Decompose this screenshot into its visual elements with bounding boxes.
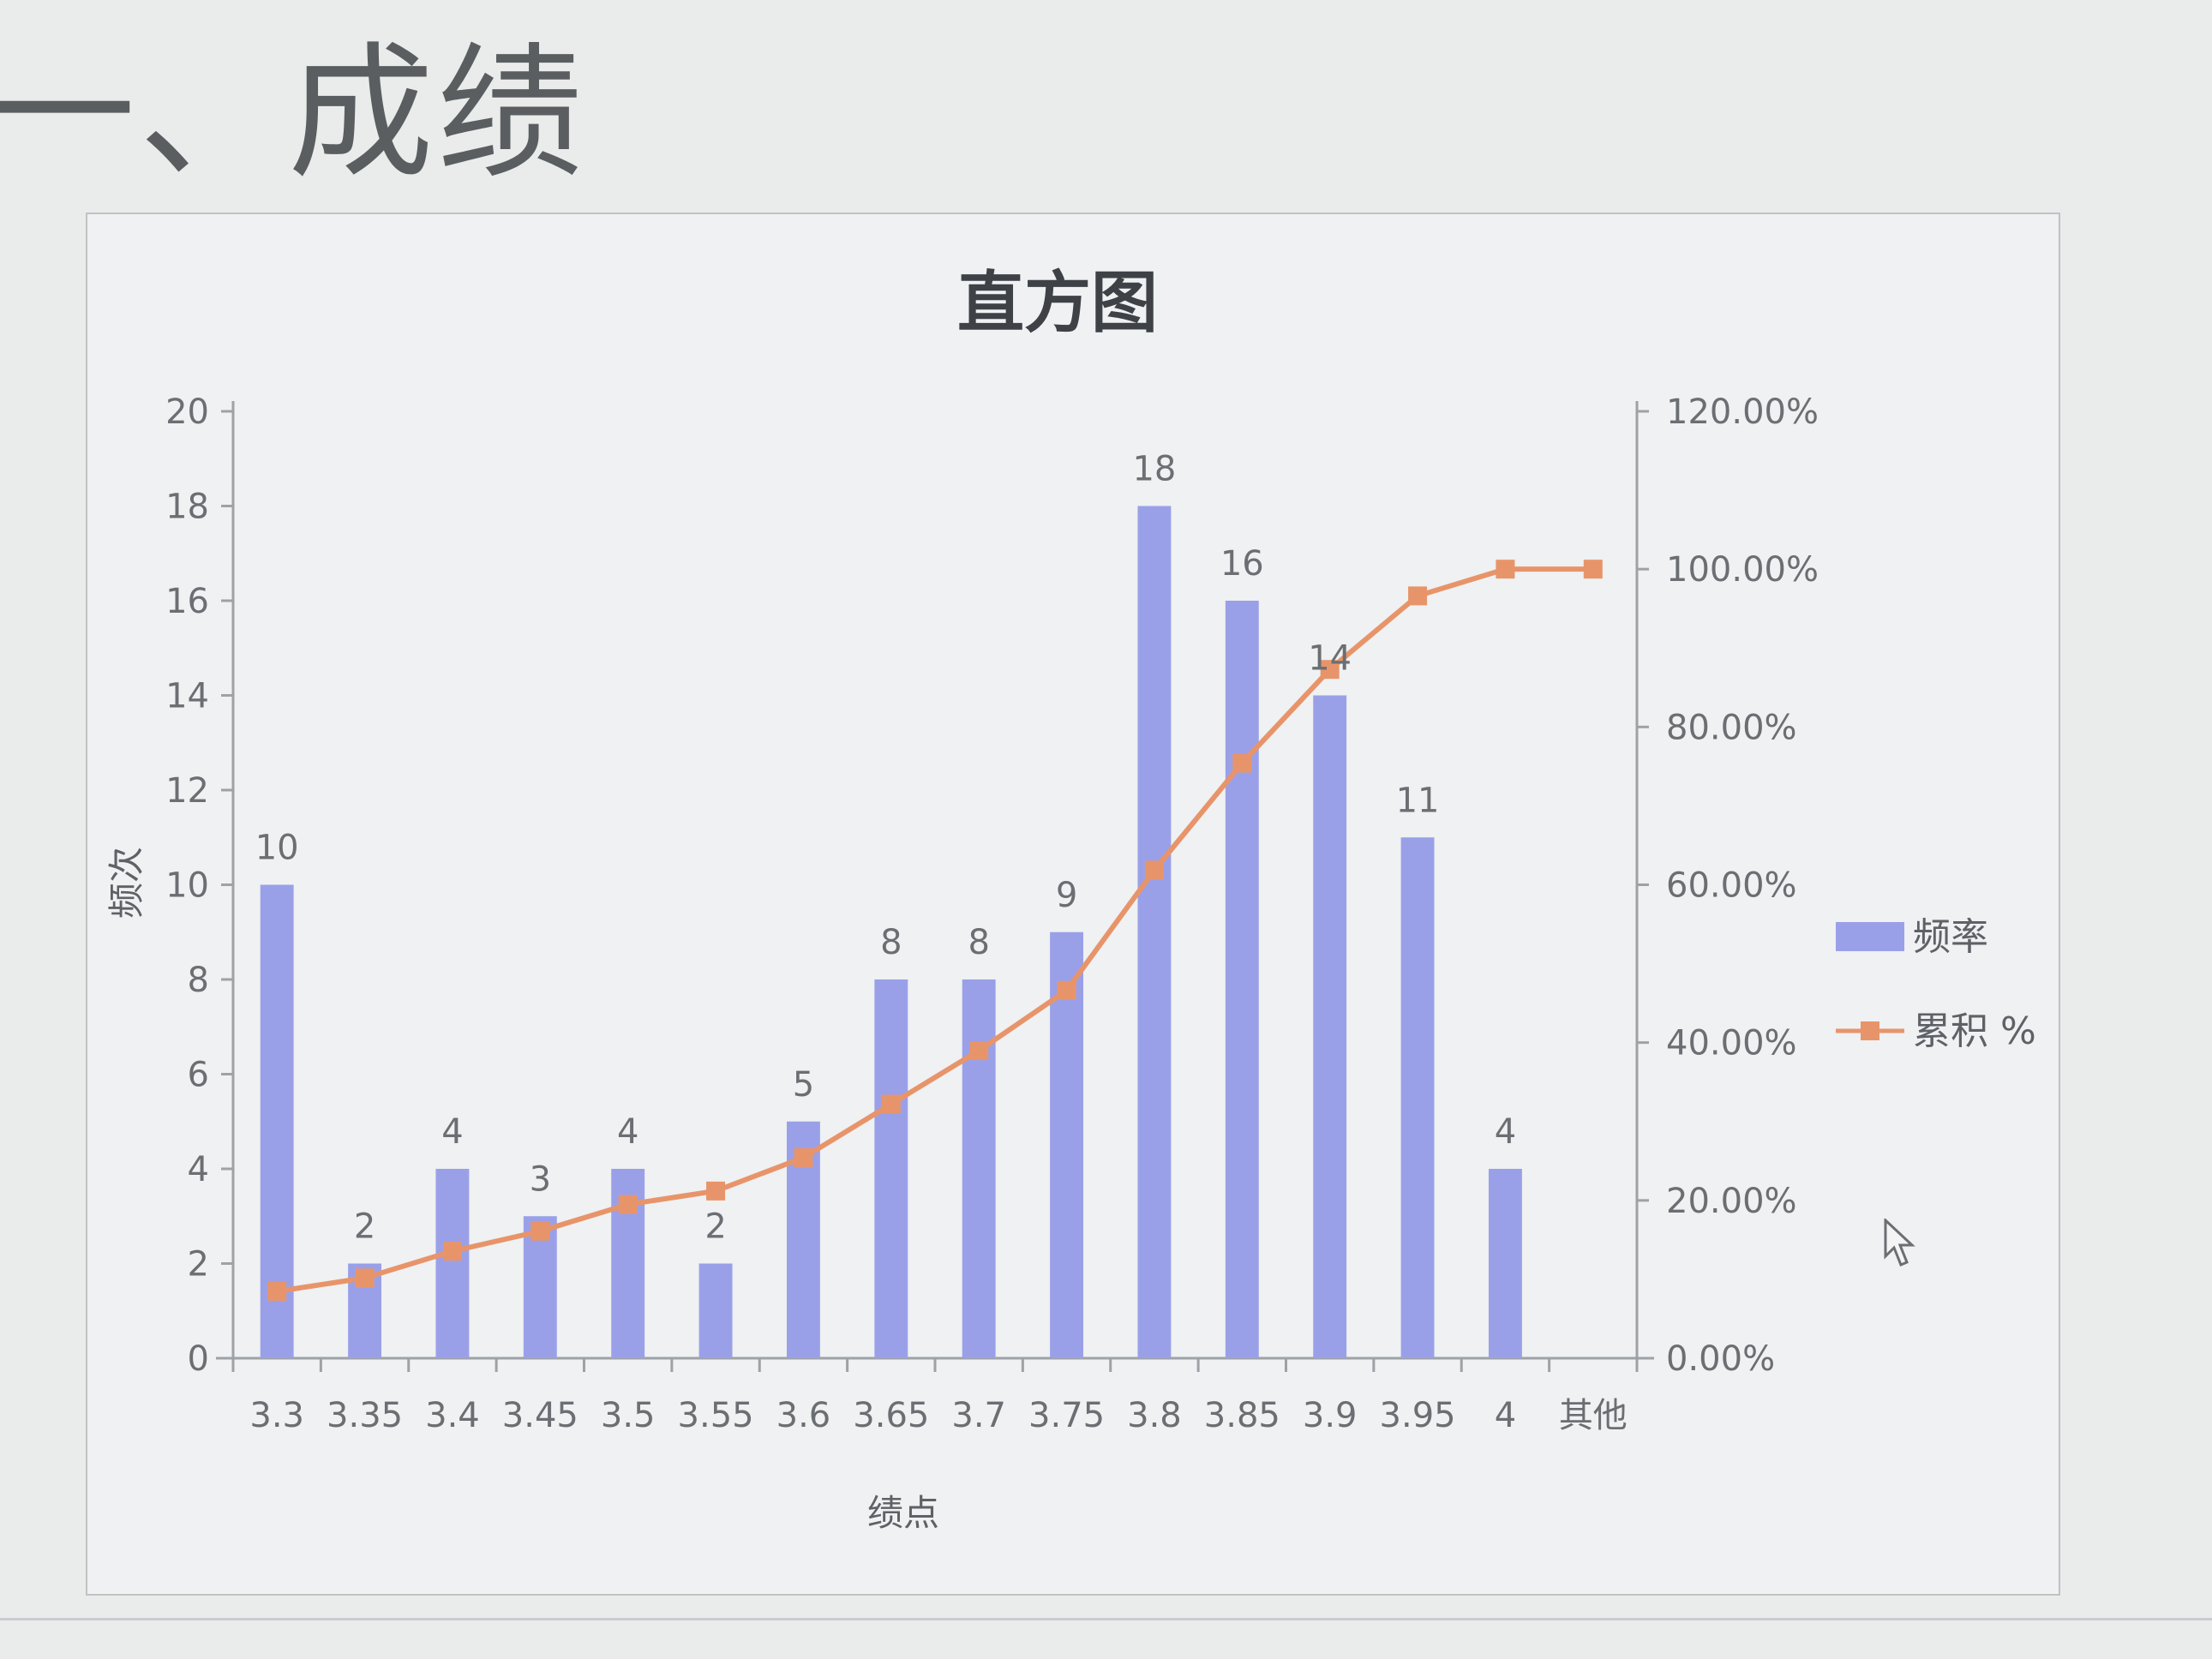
line-marker [1320,660,1340,680]
x-tick-label: 3.7 [951,1396,1006,1435]
y-tick-label: 20 [165,392,209,432]
y-tick-label: 0 [188,1339,209,1379]
mouse-cursor-icon [1884,1219,1915,1267]
line-marker [1144,860,1164,880]
y-tick-label: 18 [165,488,209,527]
x-tick-label: 3.8 [1127,1396,1182,1435]
line-marker [794,1147,813,1167]
line-marker [267,1282,287,1302]
data-labels: 10 2 4 3 4 2 5 8 8 9 18 16 14 11 4 [255,450,1516,1247]
data-label: 4 [1495,1112,1516,1152]
data-label: 16 [1220,544,1264,584]
legend-swatch-marker [1861,1021,1879,1040]
data-label: 2 [704,1207,726,1247]
y2-tick-label: 0.00% [1666,1339,1775,1379]
bar [1137,506,1172,1358]
x-tick-label: 3.5 [601,1396,656,1435]
y2-tick-label: 40.00% [1666,1024,1797,1063]
line-marker [1232,753,1252,773]
line-marker [1496,560,1515,579]
bar [698,1263,733,1358]
axes: 0 2 4 6 8 10 12 14 16 18 20 0.00% 20.00% 40.00% 60.00%… [165,392,1819,1435]
line-marker [618,1195,638,1214]
x-tick-label: 3.65 [853,1396,929,1435]
line-marker [1408,586,1428,606]
data-label: 8 [880,923,902,962]
data-label: 14 [1308,639,1352,679]
y-tick-label: 6 [188,1056,209,1095]
x-tick-label: 3.95 [1380,1396,1456,1435]
line-marker [706,1181,726,1201]
data-label: 18 [1132,450,1176,489]
data-label: 10 [255,829,299,868]
x-tick-label: 3.55 [678,1396,754,1435]
data-label: 3 [530,1159,551,1199]
x-tick-label: 3.35 [327,1396,403,1435]
y-tick-label: 14 [165,677,209,716]
line-marker [1583,560,1603,579]
y2-tick-label: 100.00% [1666,550,1819,590]
data-label: 8 [968,923,989,962]
line-marker [531,1221,550,1241]
histogram-chart: 直方图 0 2 4 6 8 10 12 14 16 18 20 0.00% 20.00% 40.00% 60… [105,265,2036,1534]
bar [1225,601,1259,1358]
legend-label-bar: 频率 [1913,915,1988,959]
data-label: 11 [1396,781,1440,820]
bar [260,884,294,1358]
y2-tick-label: 120.00% [1666,392,1819,432]
y-tick-label: 16 [165,582,209,621]
legend: 频率 累积 % [1836,915,2036,1053]
x-tick-label: 3.75 [1028,1396,1105,1435]
x-tick-label: 3.45 [502,1396,578,1435]
line-marker [442,1242,462,1261]
x-tick-label: 3.9 [1303,1396,1358,1435]
line-marker [355,1268,375,1288]
x-tick-label: 3.4 [425,1396,480,1435]
bar [1313,695,1347,1358]
y-tick-label: 8 [188,961,209,1000]
line-marker [881,1094,901,1114]
slide-bottom-edge [0,1618,2212,1620]
x-tick-label: 3.85 [1204,1396,1280,1435]
bar [435,1169,470,1358]
y-tick-label: 10 [165,866,209,906]
y2-tick-label: 20.00% [1666,1182,1797,1221]
data-label: 4 [441,1112,463,1152]
y-tick-label: 12 [165,771,209,811]
bar-series [260,506,1522,1358]
y-tick-label: 2 [188,1245,209,1285]
bar [1488,1169,1522,1358]
line-marker [969,1041,989,1061]
data-label: 2 [354,1207,375,1247]
bar [1400,837,1435,1358]
bar [1050,931,1084,1358]
data-label: 9 [1056,876,1077,915]
data-label: 5 [793,1065,814,1105]
legend-label-line: 累积 % [1913,1009,2036,1053]
line-marker [1057,980,1076,1000]
chart-title: 直方图 [957,265,1158,342]
cumulative-line [276,566,1593,1294]
data-label: 4 [617,1112,638,1152]
y2-tick-label: 80.00% [1666,708,1797,747]
chart-panel: 直方图 0 2 4 6 8 10 12 14 16 18 20 0.00% 20.00% 40.00% 60… [86,213,2060,1596]
cumulative-line-series [267,560,1603,1302]
x-tick-label: 3.3 [249,1396,304,1435]
x-tick-label: 3.6 [776,1396,831,1435]
bar [962,979,996,1358]
x-tick-label: 其他 [1559,1396,1628,1435]
y-tick-label: 4 [188,1150,209,1189]
x-axis-title: 绩点 [867,1492,939,1534]
legend-swatch-bar [1836,922,1904,951]
x-tick-label: 4 [1495,1396,1516,1435]
y2-tick-label: 60.00% [1666,866,1797,906]
y-axis-title: 频次 [105,847,147,919]
bar [874,979,908,1358]
slide-heading: 一、成绩 [0,29,587,199]
